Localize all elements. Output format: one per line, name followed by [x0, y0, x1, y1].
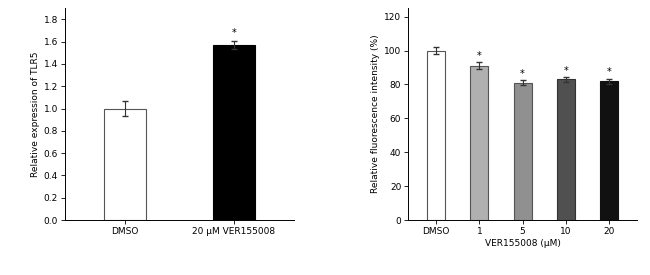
Y-axis label: Relative expression of TLR5: Relative expression of TLR5 — [31, 51, 40, 177]
Y-axis label: Relative fluorescence intensity (%): Relative fluorescence intensity (%) — [371, 35, 380, 193]
Bar — [213, 45, 255, 220]
Bar — [600, 81, 618, 220]
Text: *: * — [477, 51, 482, 61]
X-axis label: VER155008 (μM): VER155008 (μM) — [485, 239, 560, 248]
Text: *: * — [564, 65, 568, 76]
Bar — [471, 66, 489, 220]
Text: *: * — [231, 28, 236, 38]
Bar — [427, 51, 445, 220]
Bar — [104, 109, 146, 220]
Bar — [514, 83, 532, 220]
Text: *: * — [520, 69, 525, 79]
Text: *: * — [606, 67, 611, 77]
Bar — [556, 79, 575, 220]
